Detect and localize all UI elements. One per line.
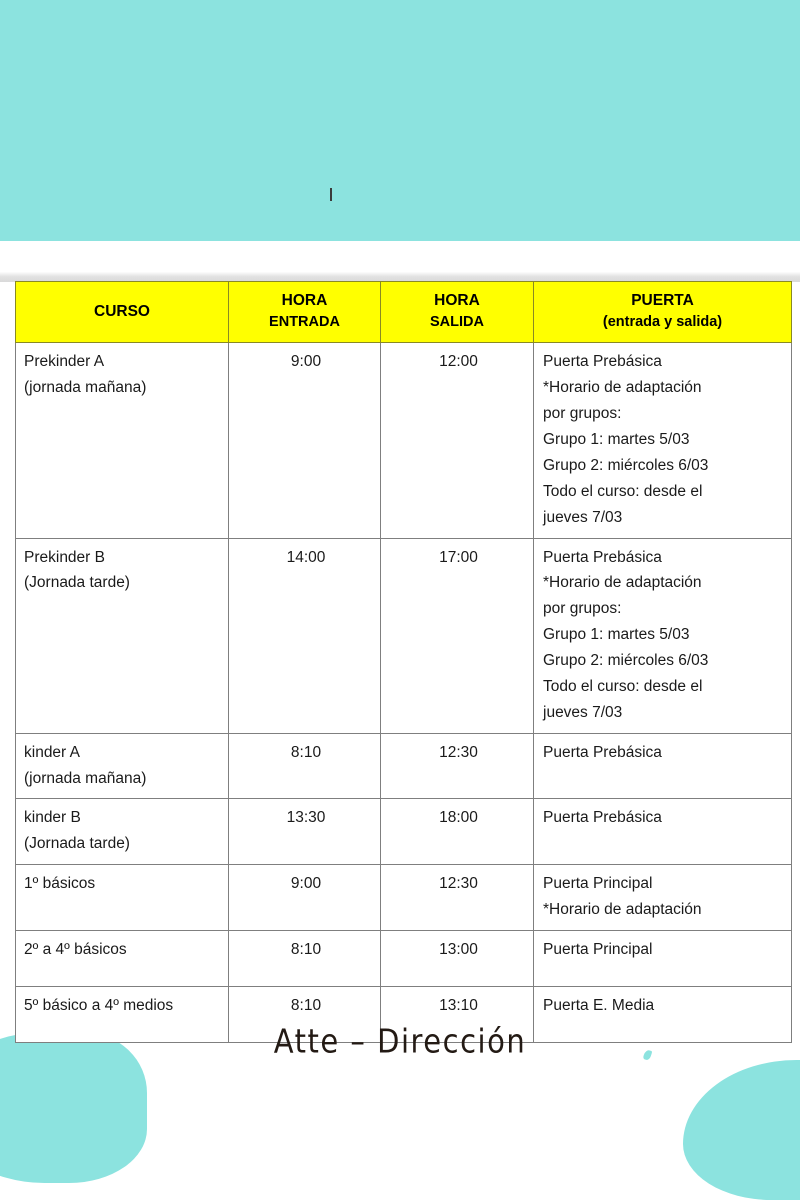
- cell-curso: 1º básicos: [15, 864, 229, 931]
- cell-hora-salida: 18:00: [380, 798, 534, 866]
- curso-line: Prekinder B: [24, 548, 105, 566]
- cell-puerta: Puerta Prebásica *Horario de adaptación …: [533, 342, 792, 539]
- curso-line: (Jornada tarde): [24, 835, 130, 853]
- cell-curso: kinder B (Jornada tarde): [15, 798, 229, 866]
- cell-puerta: Puerta Prebásica: [533, 798, 792, 866]
- cell-hora-entrada: 8:10: [228, 985, 381, 1043]
- cell-puerta: Puerta Prebásica *Horario de adaptación …: [533, 537, 792, 734]
- puerta-line: Puerta Prebásica: [543, 809, 662, 827]
- puerta-line: Puerta Principal: [543, 940, 653, 958]
- table-row: Prekinder A (jornada mañana) 9:00 12:00 …: [15, 342, 792, 539]
- cell-curso: Prekinder B (Jornada tarde): [15, 537, 229, 734]
- column-header-hora-salida-sublabel: SALIDA: [430, 314, 484, 331]
- curso-line: 2º a 4º básicos: [24, 940, 127, 958]
- curso-line: (jornada mañana): [24, 379, 147, 397]
- puerta-line: por grupos:: [543, 600, 622, 618]
- text-cursor-artifact: [330, 188, 332, 201]
- puerta-line: Todo el curso: desde el: [543, 482, 703, 500]
- table-row: kinder B (Jornada tarde) 13:30 18:00 Pue…: [15, 798, 792, 866]
- table-row: 5º básico a 4º medios 8:10 13:10 Puerta …: [15, 985, 792, 1043]
- cell-curso: 5º básico a 4º medios: [15, 985, 229, 1043]
- curso-line: 1º básicos: [24, 875, 96, 893]
- table-row: 2º a 4º básicos 8:10 13:00 Puerta Princi…: [15, 929, 792, 987]
- puerta-line: *Horario de adaptación: [543, 901, 702, 919]
- column-header-curso: CURSO: [15, 280, 229, 344]
- column-header-hora-entrada-label: HORA: [281, 292, 328, 309]
- cell-hora-salida: 12:00: [380, 342, 534, 539]
- decorative-blob-right: [683, 1060, 800, 1200]
- cell-hora-entrada: 9:00: [228, 864, 381, 931]
- puerta-line: Grupo 2: miércoles 6/03: [543, 652, 709, 670]
- cell-puerta: Puerta Principal: [533, 929, 792, 987]
- table-header-row: CURSO HORA ENTRADA HORA SALIDA PUERTA (e…: [15, 280, 792, 344]
- puerta-line: *Horario de adaptación: [543, 574, 702, 592]
- table-row: kinder A (jornada mañana) 8:10 12:30 Pue…: [15, 732, 792, 800]
- column-header-hora-entrada-sublabel: ENTRADA: [269, 314, 340, 331]
- column-header-hora-entrada: HORA ENTRADA: [228, 280, 381, 344]
- table-row: 1º básicos 9:00 12:30 Puerta Principal *…: [15, 864, 792, 931]
- cell-hora-entrada: 14:00: [228, 537, 381, 734]
- cell-curso: 2º a 4º básicos: [15, 929, 229, 987]
- table-top-shadow: [0, 272, 800, 282]
- column-header-puerta-sublabel: (entrada y salida): [602, 314, 723, 331]
- schedule-table-wrap: CURSO HORA ENTRADA HORA SALIDA PUERTA (e…: [15, 280, 792, 1043]
- puerta-line: Puerta Prebásica: [543, 743, 662, 761]
- column-header-curso-label: CURSO: [94, 302, 150, 320]
- cell-hora-entrada: 9:00: [228, 342, 381, 539]
- curso-line: kinder A: [24, 743, 81, 761]
- puerta-line: Puerta Principal: [543, 875, 653, 893]
- column-header-puerta: PUERTA (entrada y salida): [533, 280, 792, 344]
- curso-line: (jornada mañana): [24, 769, 147, 787]
- puerta-line: Puerta Prebásica: [543, 353, 662, 371]
- schedule-table-body: Prekinder A (jornada mañana) 9:00 12:00 …: [15, 342, 792, 1043]
- puerta-line: Grupo 1: martes 5/03: [543, 626, 690, 644]
- column-header-hora-salida: HORA SALIDA: [380, 280, 534, 344]
- puerta-line: Todo el curso: desde el: [543, 677, 703, 695]
- cell-hora-salida: 12:30: [380, 864, 534, 931]
- puerta-line: jueves 7/03: [543, 508, 623, 526]
- puerta-line: jueves 7/03: [543, 703, 623, 721]
- header-band: [0, 0, 800, 241]
- puerta-line: Grupo 2: miércoles 6/03: [543, 456, 709, 474]
- curso-line: kinder B: [24, 809, 81, 827]
- cell-hora-entrada: 13:30: [228, 798, 381, 866]
- table-row: Prekinder B (Jornada tarde) 14:00 17:00 …: [15, 537, 792, 734]
- cell-curso: Prekinder A (jornada mañana): [15, 342, 229, 539]
- curso-line: (Jornada tarde): [24, 574, 130, 592]
- cell-puerta: Puerta Principal *Horario de adaptación: [533, 864, 792, 931]
- curso-line: 5º básico a 4º medios: [24, 996, 174, 1014]
- cell-hora-entrada: 8:10: [228, 929, 381, 987]
- puerta-line: Grupo 1: martes 5/03: [543, 431, 690, 449]
- cell-puerta: Puerta E. Media: [533, 985, 792, 1043]
- puerta-line: por grupos:: [543, 405, 622, 423]
- cell-hora-salida: 13:10: [380, 985, 534, 1043]
- footer-signature: Atte – Dirección: [273, 1021, 527, 1061]
- schedule-table: CURSO HORA ENTRADA HORA SALIDA PUERTA (e…: [15, 280, 792, 1043]
- cell-curso: kinder A (jornada mañana): [15, 732, 229, 800]
- cell-hora-salida: 12:30: [380, 732, 534, 800]
- cell-hora-entrada: 8:10: [228, 732, 381, 800]
- puerta-line: Puerta E. Media: [543, 996, 655, 1014]
- curso-line: Prekinder A: [24, 353, 105, 371]
- cell-hora-salida: 13:00: [380, 929, 534, 987]
- column-header-hora-salida-label: HORA: [434, 292, 480, 309]
- cell-puerta: Puerta Prebásica: [533, 732, 792, 800]
- column-header-puerta-label: PUERTA: [631, 292, 694, 309]
- puerta-line: Puerta Prebásica: [543, 548, 662, 566]
- cell-hora-salida: 17:00: [380, 537, 534, 734]
- puerta-line: *Horario de adaptación: [543, 379, 702, 397]
